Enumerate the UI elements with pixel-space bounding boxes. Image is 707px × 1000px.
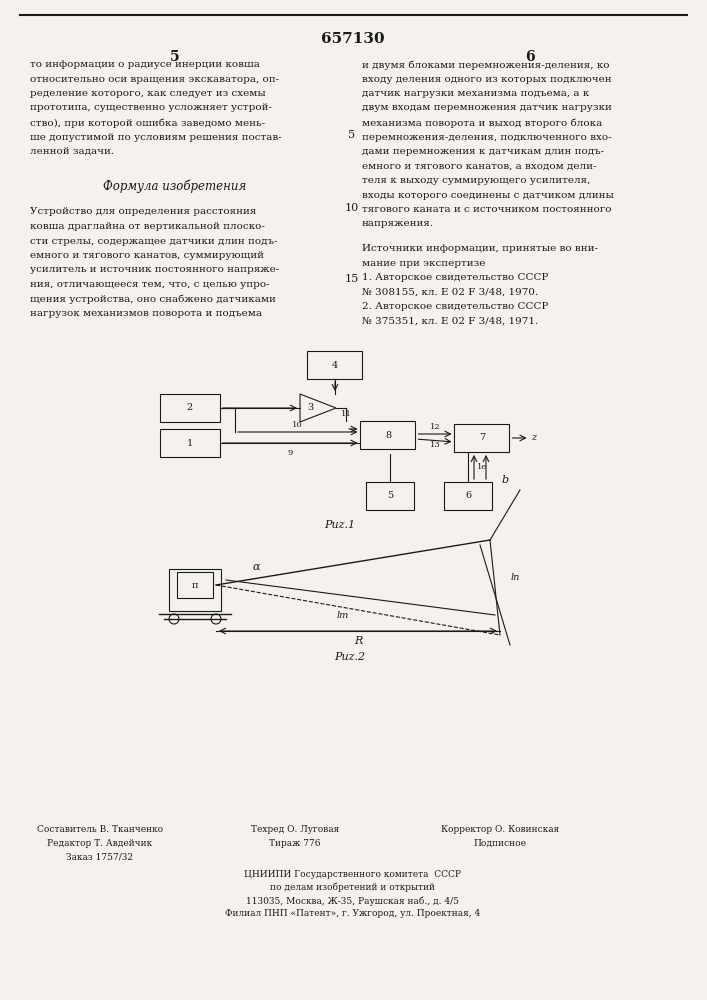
Text: двум входам перемножения датчик нагрузки: двум входам перемножения датчик нагрузки — [362, 104, 612, 112]
Text: 10: 10 — [293, 421, 303, 429]
Text: 113035, Москва, Ж-35, Раушская наб., д. 4/5: 113035, Москва, Ж-35, Раушская наб., д. … — [247, 896, 460, 906]
Text: входы которого соединены с датчиком длины: входы которого соединены с датчиком длин… — [362, 190, 614, 200]
Bar — [177, 572, 213, 598]
Text: нагрузок механизмов поворота и подъема: нагрузок механизмов поворота и подъема — [30, 309, 262, 318]
Text: 8: 8 — [385, 430, 391, 440]
Text: емного и тягового канатов, а входом дели-: емного и тягового канатов, а входом дели… — [362, 161, 597, 170]
Text: 6: 6 — [465, 491, 471, 500]
Text: lт: lт — [337, 610, 349, 619]
Text: Редактор Т. Авдейчик: Редактор Т. Авдейчик — [47, 839, 153, 848]
Text: Подписное: Подписное — [474, 839, 527, 848]
Text: сти стрелы, содержащее датчики длин подъ-: сти стрелы, содержащее датчики длин подъ… — [30, 236, 278, 245]
Text: № 375351, кл. Е 02 F 3/48, 1971.: № 375351, кл. Е 02 F 3/48, 1971. — [362, 316, 538, 326]
Text: b: b — [501, 475, 508, 485]
Bar — [366, 482, 414, 510]
Text: Заказ 1757/32: Заказ 1757/32 — [66, 852, 134, 861]
Text: п: п — [192, 580, 198, 589]
Bar — [160, 394, 220, 422]
Bar — [455, 424, 510, 452]
Text: емного и тягового канатов, суммирующий: емного и тягового канатов, суммирующий — [30, 251, 264, 260]
Text: ЦНИИПИ Государственного комитета  СССР: ЦНИИПИ Государственного комитета СССР — [245, 870, 462, 879]
Bar — [169, 569, 221, 611]
Text: α: α — [252, 562, 259, 572]
Text: относительно оси вращения экскаватора, оп-: относительно оси вращения экскаватора, о… — [30, 75, 279, 84]
Text: 15: 15 — [345, 274, 359, 284]
Bar — [160, 429, 220, 457]
Text: ния, отличающееся тем, что, с целью упро-: ния, отличающееся тем, что, с целью упро… — [30, 280, 269, 289]
Text: 1e: 1e — [477, 463, 487, 471]
Text: механизма поворота и выход второго блока: механизма поворота и выход второго блока — [362, 118, 602, 127]
Text: входу деления одного из которых подключен: входу деления одного из которых подключе… — [362, 75, 612, 84]
Text: Устройство для определения расстояния: Устройство для определения расстояния — [30, 208, 257, 217]
Bar — [308, 351, 363, 379]
Text: перемножения-деления, подключенного вхо-: перемножения-деления, подключенного вхо- — [362, 132, 612, 141]
Text: 12: 12 — [430, 423, 440, 431]
Bar — [361, 421, 416, 449]
Text: тягового каната и с источником постоянного: тягового каната и с источником постоянно… — [362, 205, 612, 214]
Text: R: R — [354, 636, 362, 646]
Text: Техред О. Луговая: Техред О. Луговая — [251, 825, 339, 834]
Text: z: z — [532, 434, 537, 442]
Text: по делам изобретений и открытий: по делам изобретений и открытий — [271, 883, 436, 892]
Text: то информации о радиусе инерции ковша: то информации о радиусе инерции ковша — [30, 60, 260, 69]
Bar — [444, 482, 492, 510]
Text: 2: 2 — [187, 403, 193, 412]
Text: № 308155, кл. Е 02 F 3/48, 1970.: № 308155, кл. Е 02 F 3/48, 1970. — [362, 288, 538, 296]
Text: Риz.1: Риz.1 — [325, 520, 356, 530]
Text: lп: lп — [510, 573, 520, 582]
Text: 4: 4 — [332, 360, 338, 369]
Text: 5: 5 — [349, 130, 356, 140]
Text: прототипа, существенно усложняет устрой-: прототипа, существенно усложняет устрой- — [30, 104, 272, 112]
Text: дами перемножения к датчикам длин подъ-: дами перемножения к датчикам длин подъ- — [362, 147, 604, 156]
Text: 7: 7 — [479, 434, 485, 442]
Text: усилитель и источник постоянного напряже-: усилитель и источник постоянного напряже… — [30, 265, 279, 274]
Text: напряжения.: напряжения. — [362, 220, 434, 229]
Text: Филиал ПНП «Патент», г. Ужгород, ул. Проектная, 4: Филиал ПНП «Патент», г. Ужгород, ул. Про… — [226, 909, 481, 918]
Text: 2. Авторское свидетельство СССР: 2. Авторское свидетельство СССР — [362, 302, 549, 311]
Text: 5: 5 — [387, 491, 393, 500]
Text: 9: 9 — [288, 449, 293, 457]
Text: Риz.2: Риz.2 — [334, 652, 366, 662]
Text: Источники информации, принятые во вни-: Источники информации, принятые во вни- — [362, 244, 598, 253]
Text: ленной задачи.: ленной задачи. — [30, 147, 114, 156]
Text: 6: 6 — [525, 50, 534, 64]
Text: Составитель В. Тканченко: Составитель В. Тканченко — [37, 825, 163, 834]
Text: ство), при которой ошибка заведомо мень-: ство), при которой ошибка заведомо мень- — [30, 118, 265, 127]
Text: ше допустимой по условиям решения постав-: ше допустимой по условиям решения постав… — [30, 132, 282, 141]
Text: 10: 10 — [345, 203, 359, 213]
Text: датчик нагрузки механизма подъема, а к: датчик нагрузки механизма подъема, а к — [362, 89, 589, 98]
Text: 11: 11 — [341, 410, 351, 418]
Text: ределение которого, как следует из схемы: ределение которого, как следует из схемы — [30, 89, 266, 98]
Text: Тираж 776: Тираж 776 — [269, 839, 321, 848]
Text: 1: 1 — [187, 438, 193, 448]
Text: щения устройства, оно снабжено датчиками: щения устройства, оно снабжено датчиками — [30, 294, 276, 304]
Text: Корректор О. Ковинская: Корректор О. Ковинская — [441, 825, 559, 834]
Text: теля к выходу суммирующего усилителя,: теля к выходу суммирующего усилителя, — [362, 176, 590, 185]
Text: 5: 5 — [170, 50, 180, 64]
Text: 1. Авторское свидетельство СССР: 1. Авторское свидетельство СССР — [362, 273, 549, 282]
Text: Формула изобретения: Формула изобретения — [103, 180, 247, 193]
Text: ковша драглайна от вертикальной плоско-: ковша драглайна от вертикальной плоско- — [30, 222, 265, 231]
Text: 3: 3 — [307, 403, 313, 412]
Text: мание при экспертизе: мание при экспертизе — [362, 258, 486, 267]
Text: 13: 13 — [430, 441, 440, 449]
Text: и двумя блоками перемножения-деления, ко: и двумя блоками перемножения-деления, ко — [362, 60, 609, 70]
Text: 657130: 657130 — [321, 32, 385, 46]
